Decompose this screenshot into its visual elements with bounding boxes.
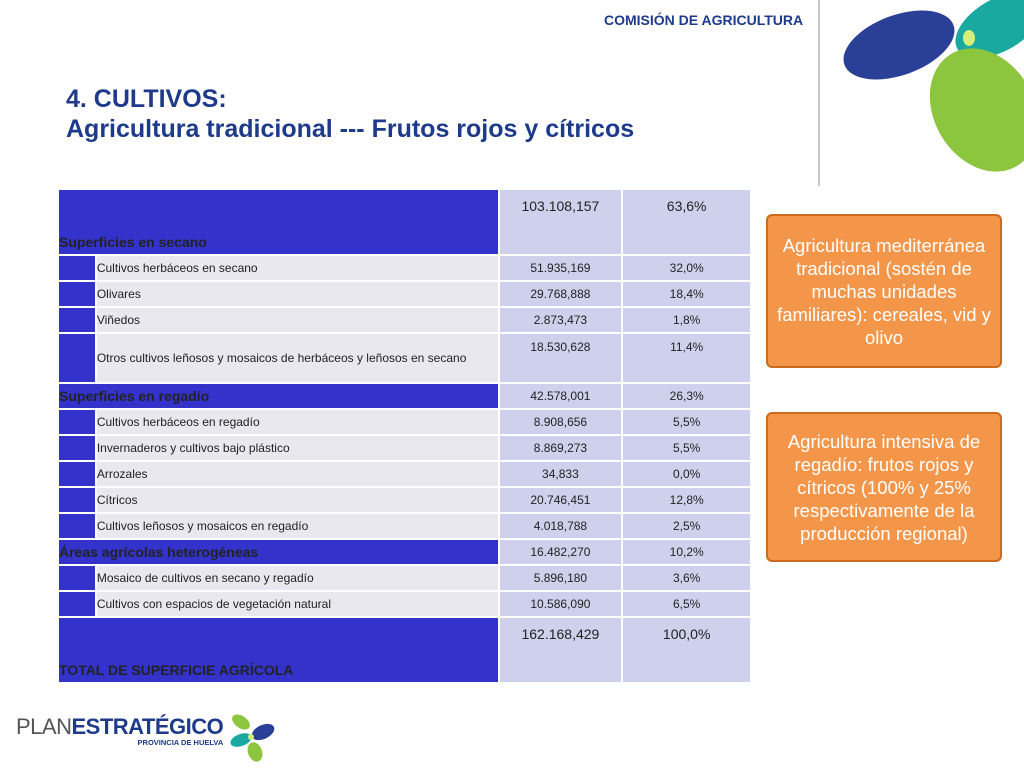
row-value: 4.018,788 — [497, 512, 624, 540]
footer-logo: PLANESTRATÉGICO PROVINCIA DE HUELVA — [16, 714, 277, 764]
agricultural-area-table: Superficies en secano 103.108,157 63,6% … — [57, 188, 752, 684]
footer-flower-icon — [230, 714, 275, 762]
slide-title-line1: 4. CULTIVOS: — [66, 85, 227, 113]
row-label: Otros cultivos leñosos y mosaicos de her… — [94, 332, 500, 384]
heterogeneas-label: Áreas agrícolas heterogéneas — [57, 538, 500, 566]
table-row-total: TOTAL DE SUPERFICIE AGRÍCOLA 162.168,429… — [57, 616, 752, 684]
row-pct: 3,6% — [621, 564, 752, 592]
table-row: Arrozales 34,833 0,0% — [57, 460, 752, 488]
table-row: Mosaico de cultivos en secano y regadío … — [57, 564, 752, 592]
header-divider — [818, 0, 820, 186]
row-label: Cultivos con espacios de vegetación natu… — [94, 590, 500, 618]
row-value: 18.530,628 — [497, 332, 624, 384]
row-value: 34,833 — [497, 460, 624, 488]
row-label: Cultivos herbáceos en secano — [94, 254, 500, 282]
logo-petal-green — [929, 48, 1024, 172]
row-value: 29.768,888 — [497, 280, 624, 308]
row-pct: 5,5% — [621, 434, 752, 462]
table-row: Viñedos 2.873,473 1,8% — [57, 306, 752, 334]
row-pct: 32,0% — [621, 254, 752, 282]
heterogeneas-pct: 10,2% — [621, 538, 752, 566]
row-pct: 1,8% — [621, 306, 752, 334]
row-label: Cítricos — [94, 486, 500, 514]
slide-title-line2: Agricultura tradicional --- Frutos rojos… — [66, 115, 635, 143]
row-label: Mosaico de cultivos en secano y regadío — [94, 564, 500, 592]
table-row: Cultivos con espacios de vegetación natu… — [57, 590, 752, 618]
row-pct: 2,5% — [621, 512, 752, 540]
row-value: 51.935,169 — [497, 254, 624, 282]
row-label: Invernaderos y cultivos bajo plástico — [94, 434, 500, 462]
row-value: 8.869,273 — [497, 434, 624, 462]
brand-flower-logo — [843, 0, 1024, 172]
callout-intensive: Agricultura intensiva de regadío: frutos… — [766, 412, 1002, 562]
table-row-heterogeneas: Áreas agrícolas heterogéneas 16.482,270 … — [57, 538, 752, 566]
row-label: Cultivos leñosos y mosaicos en regadío — [94, 512, 500, 540]
table-row: Cultivos leñosos y mosaicos en regadío 4… — [57, 512, 752, 540]
logo-petal-navy — [843, 10, 955, 80]
row-value: 20.746,451 — [497, 486, 624, 514]
table-row-regadio: Superficies en regadío 42.578,001 26,3% — [57, 382, 752, 410]
row-value: 2.873,473 — [497, 306, 624, 334]
total-label: TOTAL DE SUPERFICIE AGRÍCOLA — [57, 616, 500, 684]
table-row-secano: Superficies en secano 103.108,157 63,6% — [57, 188, 752, 256]
table-row: Invernaderos y cultivos bajo plástico 8.… — [57, 434, 752, 462]
row-value: 5.896,180 — [497, 564, 624, 592]
table-row: Cítricos 20.746,451 12,8% — [57, 486, 752, 514]
provincia-label: PROVINCIA DE HUELVA — [137, 738, 224, 747]
row-pct: 18,4% — [621, 280, 752, 308]
regadio-value: 42.578,001 — [497, 382, 624, 410]
commission-title: COMISIÓN DE AGRICULTURA — [604, 12, 804, 28]
secano-pct: 63,6% — [621, 188, 752, 256]
logo-petal-teal — [955, 0, 1024, 58]
plan-word: PLAN — [16, 714, 72, 739]
row-pct: 12,8% — [621, 486, 752, 514]
row-pct: 6,5% — [621, 590, 752, 618]
table-row: Cultivos herbáceos en secano 51.935,169 … — [57, 254, 752, 282]
row-label: Viñedos — [94, 306, 500, 334]
row-pct: 5,5% — [621, 408, 752, 436]
row-label: Arrozales — [94, 460, 500, 488]
table-row: Olivares 29.768,888 18,4% — [57, 280, 752, 308]
table-row: Cultivos herbáceos en regadío 8.908,656 … — [57, 408, 752, 436]
slide-title: 4. CULTIVOS: Agricultura tradicional ---… — [66, 84, 634, 144]
callout-traditional: Agricultura mediterránea tradicional (so… — [766, 214, 1002, 368]
plan-estrategico-wordmark: PLANESTRATÉGICO — [16, 714, 224, 740]
row-pct: 0,0% — [621, 460, 752, 488]
secano-value: 103.108,157 — [497, 188, 624, 256]
table-row: Otros cultivos leñosos y mosaicos de her… — [57, 332, 752, 384]
total-value: 162.168,429 — [497, 616, 624, 684]
row-pct: 11,4% — [621, 332, 752, 384]
secano-label: Superficies en secano — [57, 188, 500, 256]
heterogeneas-value: 16.482,270 — [497, 538, 624, 566]
regadio-label: Superficies en regadío — [57, 382, 500, 410]
row-label: Cultivos herbáceos en regadío — [94, 408, 500, 436]
row-label: Olivares — [94, 280, 500, 308]
total-pct: 100,0% — [621, 616, 752, 684]
logo-petal-light — [963, 30, 975, 46]
row-value: 10.586,090 — [497, 590, 624, 618]
estrategico-word: ESTRATÉGICO — [71, 714, 224, 739]
regadio-pct: 26,3% — [621, 382, 752, 410]
row-value: 8.908,656 — [497, 408, 624, 436]
